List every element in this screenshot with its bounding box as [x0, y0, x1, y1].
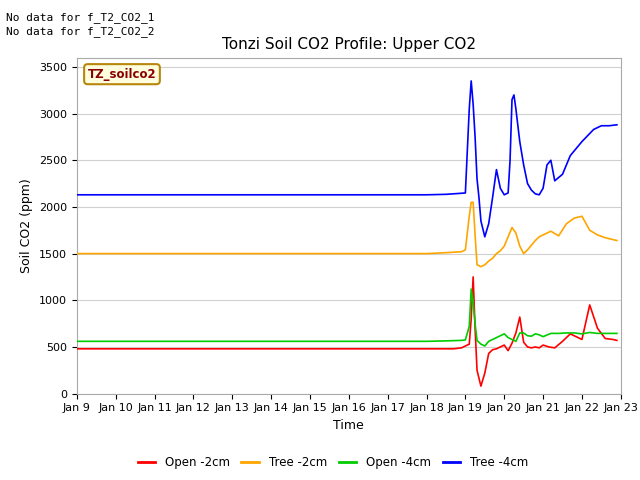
Text: No data for f_T2_CO2_2: No data for f_T2_CO2_2	[6, 26, 155, 37]
Legend: Open -2cm, Tree -2cm, Open -4cm, Tree -4cm: Open -2cm, Tree -2cm, Open -4cm, Tree -4…	[133, 452, 532, 474]
Text: TZ_soilco2: TZ_soilco2	[88, 68, 156, 81]
X-axis label: Time: Time	[333, 419, 364, 432]
Title: Tonzi Soil CO2 Profile: Upper CO2: Tonzi Soil CO2 Profile: Upper CO2	[222, 37, 476, 52]
Y-axis label: Soil CO2 (ppm): Soil CO2 (ppm)	[20, 178, 33, 273]
Text: No data for f_T2_CO2_1: No data for f_T2_CO2_1	[6, 12, 155, 23]
